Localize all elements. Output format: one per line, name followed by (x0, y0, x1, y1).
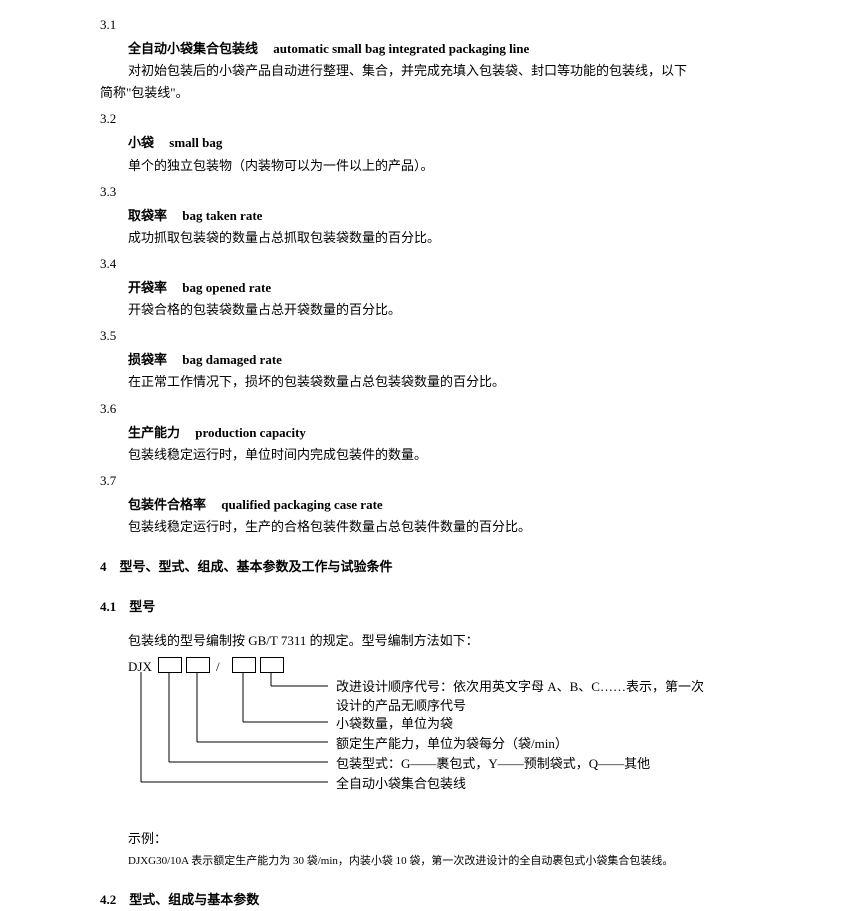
term-3-4-cn: 开袋率 (128, 280, 167, 295)
sec-3-3-num: 3.3 (100, 181, 764, 203)
term-3-1-cn: 全自动小袋集合包装线 (128, 41, 258, 56)
term-3-2-cn: 小袋 (128, 135, 154, 150)
def-3-1-b: 简称"包装线"。 (100, 82, 764, 104)
term-3-2: 小袋 small bag (128, 132, 764, 154)
sec-3-6-num: 3.6 (100, 398, 764, 420)
term-3-5-cn: 损袋率 (128, 352, 167, 367)
def-3-1-a: 对初始包装后的小袋产品自动进行整理、集合，并完成充填入包装袋、封口等功能的包装线… (128, 60, 764, 82)
example-heading: 示例： (128, 828, 764, 850)
heading-4-1: 4.1 型号 (100, 596, 764, 618)
example-text: DJXG30/10A 表示额定生产能力为 30 袋/min，内装小袋 10 袋，… (128, 852, 764, 871)
term-3-6-en: production capacity (195, 425, 306, 440)
label-rated-capacity: 额定生产能力，单位为袋每分（袋/min） (336, 734, 568, 754)
term-3-6-cn: 生产能力 (128, 425, 180, 440)
def-3-2: 单个的独立包装物（内装物可以为一件以上的产品）。 (128, 155, 764, 177)
heading-4-2: 4.2 型式、组成与基本参数 (100, 889, 764, 911)
model-intro: 包装线的型号编制按 GB/T 7311 的规定。型号编制方法如下： (128, 630, 764, 652)
label-pack-type: 包装型式：G——裹包式，Y——预制袋式，Q——其他 (336, 754, 650, 774)
term-3-1-en: automatic small bag integrated packaging… (273, 41, 529, 56)
label-revision-b: 设计的产品无顺序代号 (336, 696, 466, 716)
sec-3-4-num: 3.4 (100, 253, 764, 275)
sec-3-2-num: 3.2 (100, 108, 764, 130)
label-product-line: 全自动小袋集合包装线 (336, 774, 466, 794)
label-revision-a: 改进设计顺序代号：依次用英文字母 A、B、C……表示，第一次 (336, 677, 704, 697)
term-3-3-en: bag taken rate (182, 208, 262, 223)
model-code-diagram: DJX / 改进设计顺序代号：依次用英文字母 A、B、C……表示，第一次 设计的… (128, 656, 764, 826)
term-3-4: 开袋率 bag opened rate (128, 277, 764, 299)
heading-4: 4 型号、型式、组成、基本参数及工作与试验条件 (100, 556, 764, 578)
term-3-1: 全自动小袋集合包装线 automatic small bag integrate… (128, 38, 764, 60)
sec-3-5-num: 3.5 (100, 325, 764, 347)
term-3-6: 生产能力 production capacity (128, 422, 764, 444)
sec-3-1-num: 3.1 (100, 14, 764, 36)
term-3-7-en: qualified packaging case rate (221, 497, 382, 512)
def-3-4: 开袋合格的包装袋数量占总开袋数量的百分比。 (128, 299, 764, 321)
term-3-4-en: bag opened rate (182, 280, 271, 295)
def-3-6: 包装线稳定运行时，单位时间内完成包装件的数量。 (128, 444, 764, 466)
term-3-7-cn: 包装件合格率 (128, 497, 206, 512)
term-3-3-cn: 取袋率 (128, 208, 167, 223)
sec-3-7-num: 3.7 (100, 470, 764, 492)
def-3-7: 包装线稳定运行时，生产的合格包装件数量占总包装件数量的百分比。 (128, 516, 764, 538)
label-bag-count: 小袋数量，单位为袋 (336, 714, 453, 734)
term-3-5-en: bag damaged rate (182, 352, 282, 367)
term-3-5: 损袋率 bag damaged rate (128, 349, 764, 371)
def-3-5: 在正常工作情况下，损坏的包装袋数量占总包装袋数量的百分比。 (128, 371, 764, 393)
document-page: 3.1 全自动小袋集合包装线 automatic small bag integ… (0, 0, 854, 803)
term-3-2-en: small bag (169, 135, 222, 150)
def-3-3: 成功抓取包装袋的数量占总抓取包装袋数量的百分比。 (128, 227, 764, 249)
term-3-3: 取袋率 bag taken rate (128, 205, 764, 227)
term-3-7: 包装件合格率 qualified packaging case rate (128, 494, 764, 516)
